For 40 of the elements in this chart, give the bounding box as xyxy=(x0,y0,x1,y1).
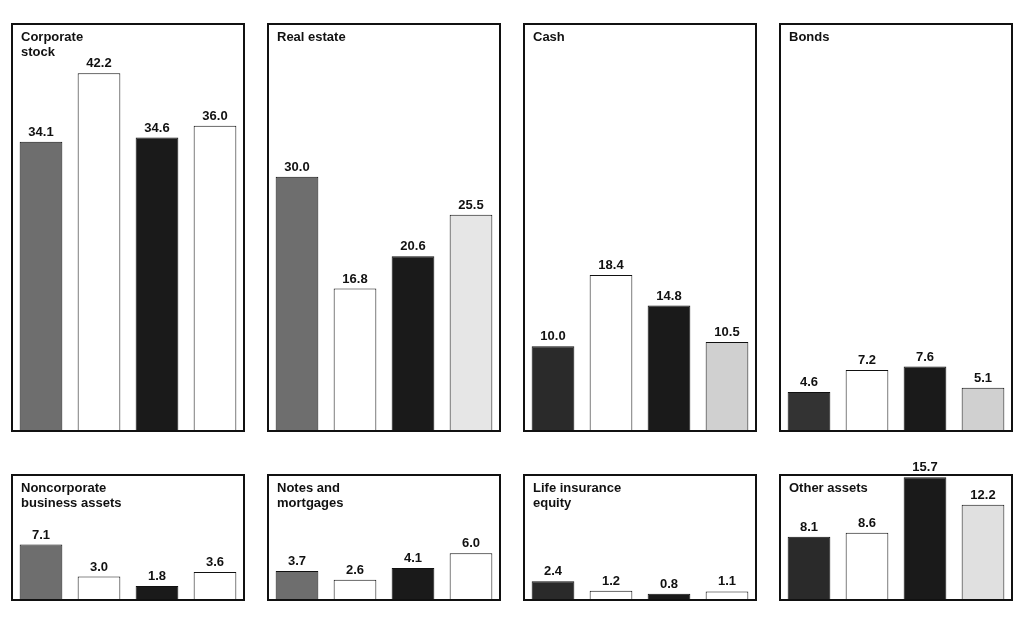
text: Life insurance equity xyxy=(533,480,622,510)
chart-title: Other assets xyxy=(789,480,868,495)
data-label: 36.0 xyxy=(202,107,228,123)
text: Noncorporate business assets xyxy=(21,480,122,510)
data-label: 34.1 xyxy=(28,123,54,139)
data-label: 1.2 xyxy=(601,572,621,588)
data-label: 2.4 xyxy=(543,563,563,579)
text: Corporate stock xyxy=(21,29,84,59)
data-label: 42.2 xyxy=(86,55,112,71)
data-label: 25.5 xyxy=(458,196,484,212)
text: Notes and mortgages xyxy=(277,480,344,510)
data-label: 16.8 xyxy=(342,270,368,286)
data-label: 3.0 xyxy=(89,558,109,574)
data-label: 0.8 xyxy=(659,575,679,591)
data-label: 14.8 xyxy=(656,287,682,303)
data-label: 4.6 xyxy=(799,374,819,390)
data-label: 7.1 xyxy=(31,526,51,542)
data-label: 2.6 xyxy=(345,561,365,577)
data-label: 8.1 xyxy=(799,518,819,534)
data-label: 1.8 xyxy=(147,568,167,584)
data-label: 30.0 xyxy=(284,158,310,174)
data-label: 7.2 xyxy=(857,352,877,368)
data-label: 7.6 xyxy=(915,348,935,364)
data-label: 3.7 xyxy=(287,553,307,569)
chart-title: Bonds xyxy=(789,29,830,44)
data-label: 4.1 xyxy=(403,550,423,566)
data-label: 5.1 xyxy=(973,369,993,385)
data-label: 15.7 xyxy=(912,459,938,475)
data-label: 10.5 xyxy=(714,324,740,340)
data-label: 8.6 xyxy=(857,514,877,530)
data-label: 34.6 xyxy=(144,119,170,135)
data-label: 20.6 xyxy=(400,238,426,254)
chart-title: Real estate xyxy=(277,29,346,44)
data-label: 10.0 xyxy=(540,328,566,344)
data-label: 1.1 xyxy=(717,573,737,589)
data-label: 12.2 xyxy=(970,486,996,502)
data-label: 6.0 xyxy=(461,535,481,551)
chart-title: Cash xyxy=(533,29,565,44)
data-label: 18.4 xyxy=(598,257,625,273)
data-label: 3.6 xyxy=(205,553,225,569)
